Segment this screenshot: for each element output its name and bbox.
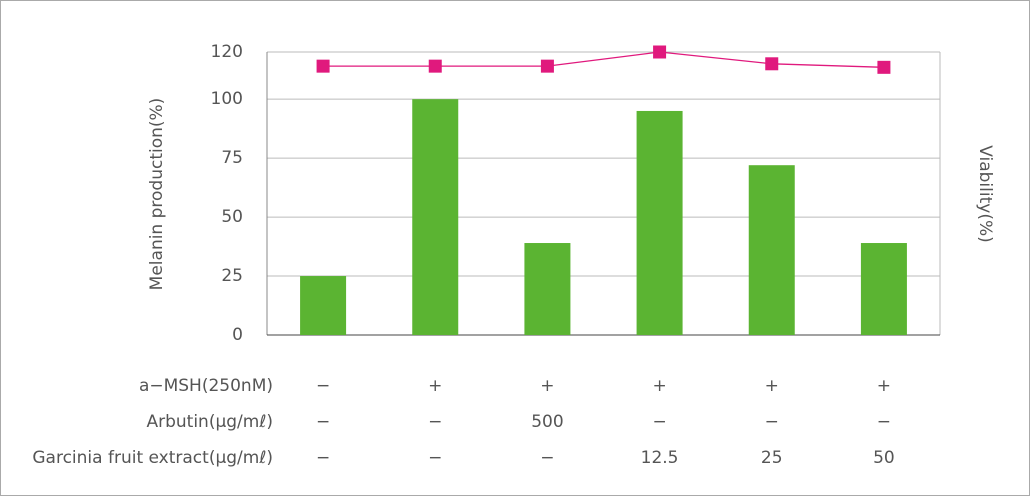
condition-value: − (540, 448, 554, 468)
condition-value: 12.5 (641, 448, 679, 468)
y-tick-label: 25 (221, 266, 243, 286)
marker (316, 59, 330, 73)
bar (860, 243, 907, 335)
marker (877, 60, 891, 74)
bar (636, 110, 683, 335)
condition-value: + (652, 376, 666, 396)
condition-value: − (652, 412, 666, 432)
y2-axis-label: Viability(%) (975, 145, 995, 243)
marker (765, 57, 779, 71)
condition-label: Arbutin(μg/mℓ) (146, 412, 273, 432)
marker (428, 59, 442, 73)
condition-value: − (316, 412, 330, 432)
marker (653, 45, 667, 59)
condition-value: 50 (873, 448, 895, 468)
bar (748, 165, 795, 335)
condition-value: − (428, 412, 442, 432)
condition-value: 25 (761, 448, 783, 468)
condition-value: + (877, 376, 891, 396)
y-tick-label: 100 (211, 89, 243, 109)
condition-value: − (877, 412, 891, 432)
condition-value: + (765, 376, 779, 396)
condition-label: Garcinia fruit extract(μg/mℓ) (32, 448, 273, 468)
condition-value: − (316, 376, 330, 396)
y-tick-label: 50 (221, 207, 243, 227)
bar (524, 243, 571, 335)
y-axis-label: Melanin production(%) (147, 98, 167, 291)
condition-label: a−MSH(250nM) (139, 376, 273, 396)
condition-value: 500 (531, 412, 563, 432)
condition-value: + (540, 376, 554, 396)
condition-value: − (316, 448, 330, 468)
condition-value: − (428, 448, 442, 468)
y-tick-label: 75 (221, 148, 243, 168)
bar (300, 276, 347, 335)
y-tick-label: 0 (232, 325, 243, 345)
condition-value: + (428, 376, 442, 396)
bar (412, 99, 459, 336)
marker (540, 59, 554, 73)
condition-value: − (765, 412, 779, 432)
line (323, 51, 884, 68)
y-tick-label: 120 (211, 42, 243, 62)
